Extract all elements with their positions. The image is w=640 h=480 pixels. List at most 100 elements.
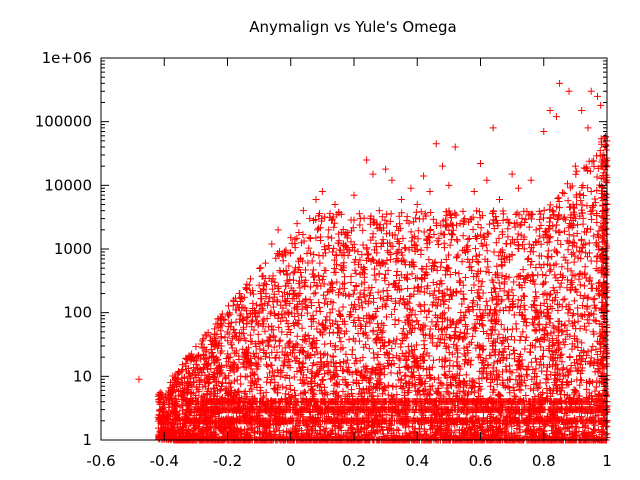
data-point xyxy=(505,273,513,281)
data-point xyxy=(335,307,343,315)
chart-title: Anymalign vs Yule's Omega xyxy=(249,18,456,36)
data-point xyxy=(249,290,257,298)
data-points xyxy=(135,79,611,444)
data-point xyxy=(408,270,416,278)
data-point xyxy=(230,332,238,340)
data-point xyxy=(437,258,445,266)
data-point xyxy=(252,318,260,326)
data-point xyxy=(594,243,602,251)
data-point xyxy=(522,382,530,390)
data-point xyxy=(278,292,286,300)
data-point xyxy=(594,92,602,100)
data-point xyxy=(489,124,497,132)
data-point xyxy=(494,316,502,324)
data-point xyxy=(321,340,329,348)
data-point xyxy=(363,318,371,326)
data-point xyxy=(303,309,311,317)
data-point xyxy=(506,367,514,375)
data-point xyxy=(243,314,251,322)
data-point xyxy=(469,213,477,221)
data-point xyxy=(373,330,381,338)
data-point xyxy=(482,268,490,276)
data-point xyxy=(410,284,418,292)
data-point xyxy=(352,269,360,277)
data-point xyxy=(402,244,410,252)
data-point xyxy=(573,230,581,238)
data-point xyxy=(483,373,491,381)
data-point xyxy=(577,197,585,205)
data-point xyxy=(429,279,437,287)
data-point xyxy=(407,184,415,192)
data-point xyxy=(425,307,433,315)
data-point xyxy=(476,231,484,239)
data-point xyxy=(363,156,371,164)
data-point xyxy=(358,251,366,259)
data-point xyxy=(491,285,499,293)
data-point xyxy=(378,213,386,221)
data-point xyxy=(510,311,518,319)
data-point xyxy=(390,337,398,345)
data-point xyxy=(521,345,529,353)
data-point xyxy=(516,373,524,381)
data-point xyxy=(342,350,350,358)
data-point xyxy=(560,253,568,261)
data-point xyxy=(323,313,331,321)
data-point xyxy=(417,302,425,310)
data-point xyxy=(344,390,352,398)
data-point xyxy=(216,349,224,357)
data-point xyxy=(339,303,347,311)
data-point xyxy=(256,265,264,273)
data-point xyxy=(282,352,290,360)
data-point xyxy=(287,234,295,242)
data-point xyxy=(519,266,527,274)
data-point xyxy=(417,208,425,216)
data-point xyxy=(560,215,568,223)
data-point xyxy=(474,220,482,228)
data-point xyxy=(289,276,297,284)
data-point xyxy=(331,256,339,264)
data-point xyxy=(459,207,467,215)
data-point xyxy=(549,362,557,370)
data-point xyxy=(340,279,348,287)
data-point xyxy=(587,188,595,196)
data-point xyxy=(470,188,478,196)
data-point xyxy=(409,372,417,380)
data-point xyxy=(312,289,320,297)
data-point xyxy=(521,292,529,300)
data-point xyxy=(451,328,459,336)
data-point xyxy=(334,324,342,332)
data-point xyxy=(587,87,595,95)
data-point xyxy=(529,276,537,284)
data-point xyxy=(251,353,259,361)
data-point xyxy=(536,232,544,240)
data-point xyxy=(327,298,335,306)
data-point xyxy=(523,366,531,374)
data-point xyxy=(204,361,212,369)
data-point xyxy=(544,254,552,262)
data-point xyxy=(240,323,248,331)
data-point xyxy=(500,287,508,295)
data-point xyxy=(443,285,451,293)
data-point xyxy=(345,336,353,344)
data-point xyxy=(447,236,455,244)
data-point xyxy=(491,339,499,347)
data-point xyxy=(581,322,589,330)
data-point xyxy=(305,244,313,252)
data-point xyxy=(395,317,403,325)
data-point xyxy=(348,351,356,359)
data-point xyxy=(578,339,586,347)
data-point xyxy=(349,290,357,298)
data-point xyxy=(536,216,544,224)
data-point xyxy=(385,281,393,289)
data-point xyxy=(239,317,247,325)
data-point xyxy=(430,231,438,239)
data-point xyxy=(536,308,544,316)
data-point xyxy=(347,227,355,235)
data-point xyxy=(393,335,401,343)
data-point xyxy=(546,201,554,209)
data-point xyxy=(471,320,479,328)
data-point xyxy=(584,124,592,132)
data-point xyxy=(505,307,513,315)
data-point xyxy=(448,221,456,229)
